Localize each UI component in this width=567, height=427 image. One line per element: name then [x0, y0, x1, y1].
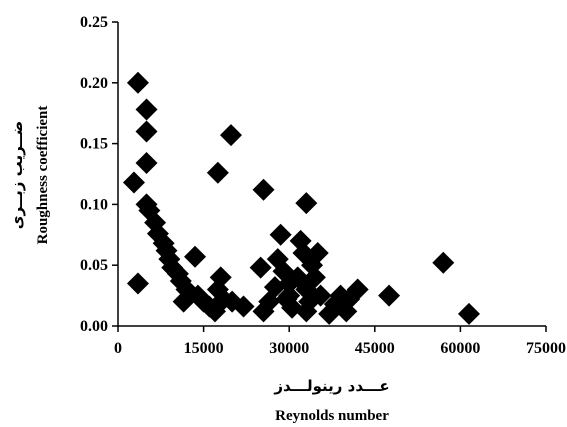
data-point: [278, 272, 301, 295]
data-point: [432, 251, 455, 274]
data-point: [126, 71, 149, 94]
x-axis-label-persian: عـــدد رينولـــدز: [273, 377, 389, 395]
data-point: [135, 152, 158, 175]
x-ticks: 0 15000 30000 45000 60000 75000: [114, 326, 566, 357]
x-tick-label: 30000: [269, 340, 309, 357]
data-point: [135, 120, 158, 143]
data-points: [122, 71, 480, 325]
data-point: [275, 288, 298, 311]
data-point: [135, 98, 158, 121]
axes: [117, 22, 546, 327]
x-tick-label: 60000: [440, 340, 480, 357]
y-ticks: 0.00 0.05 0.10 0.15 0.20 0.25: [80, 14, 118, 335]
data-point: [209, 266, 232, 289]
x-axis-label: Reynolds number: [275, 408, 389, 424]
data-point: [457, 302, 480, 325]
y-axis-label: Roughness coefficient: [35, 106, 51, 245]
x-tick-label: 45000: [355, 340, 395, 357]
x-tick-label: 15000: [184, 340, 224, 357]
data-point: [126, 272, 149, 295]
data-point: [295, 300, 318, 323]
data-point: [122, 171, 145, 194]
data-point: [269, 223, 292, 246]
data-point: [184, 245, 207, 268]
y-tick-label: 0.15: [80, 136, 108, 153]
data-point: [252, 178, 275, 201]
data-point: [249, 256, 272, 279]
data-point: [295, 192, 318, 215]
y-tick-label: 0.10: [80, 196, 108, 213]
y-axis-label-persian: ضــريب زبــرى: [8, 121, 26, 229]
y-tick-label: 0.00: [80, 318, 108, 335]
data-point: [338, 288, 361, 311]
data-point: [292, 242, 315, 265]
y-tick-label: 0.05: [80, 257, 108, 274]
data-point: [306, 242, 329, 265]
data-point: [206, 161, 229, 184]
y-tick-label: 0.20: [80, 75, 108, 92]
y-tick-label: 0.25: [80, 14, 108, 31]
data-point: [309, 284, 332, 307]
data-point: [232, 295, 255, 318]
data-point: [303, 266, 326, 289]
data-point: [219, 124, 242, 147]
x-tick-label: 0: [114, 340, 122, 357]
data-point: [378, 284, 401, 307]
x-tick-label: 75000: [526, 340, 566, 357]
